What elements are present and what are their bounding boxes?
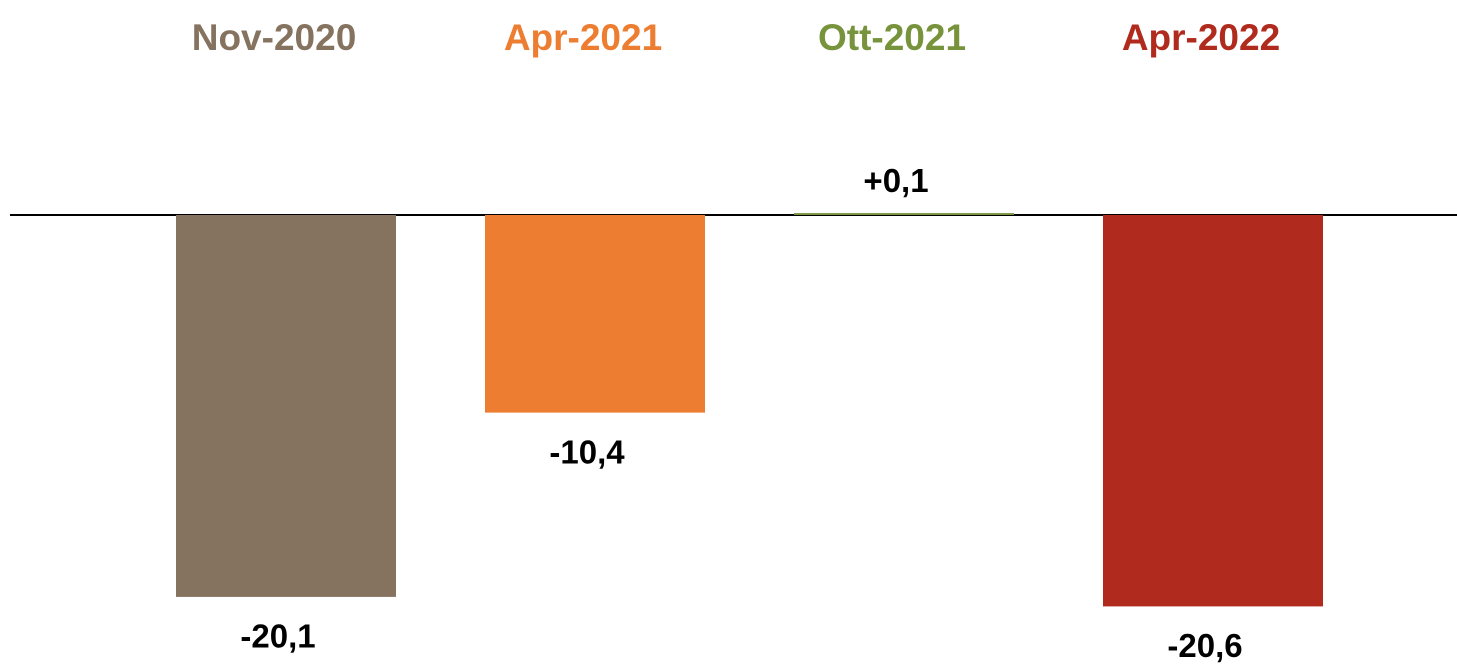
value-label: -20,6 — [1167, 627, 1242, 664]
category-label: Ott-2021 — [818, 17, 966, 58]
bar — [1103, 215, 1323, 607]
category-label: Apr-2021 — [504, 17, 662, 58]
bar — [794, 213, 1014, 215]
value-label: -20,1 — [240, 618, 315, 655]
category-label: Nov-2020 — [192, 17, 357, 58]
bar — [176, 215, 396, 597]
value-label: +0,1 — [863, 162, 928, 199]
value-label: -10,4 — [549, 433, 625, 470]
category-label: Apr-2022 — [1122, 17, 1280, 58]
bar — [485, 215, 705, 413]
